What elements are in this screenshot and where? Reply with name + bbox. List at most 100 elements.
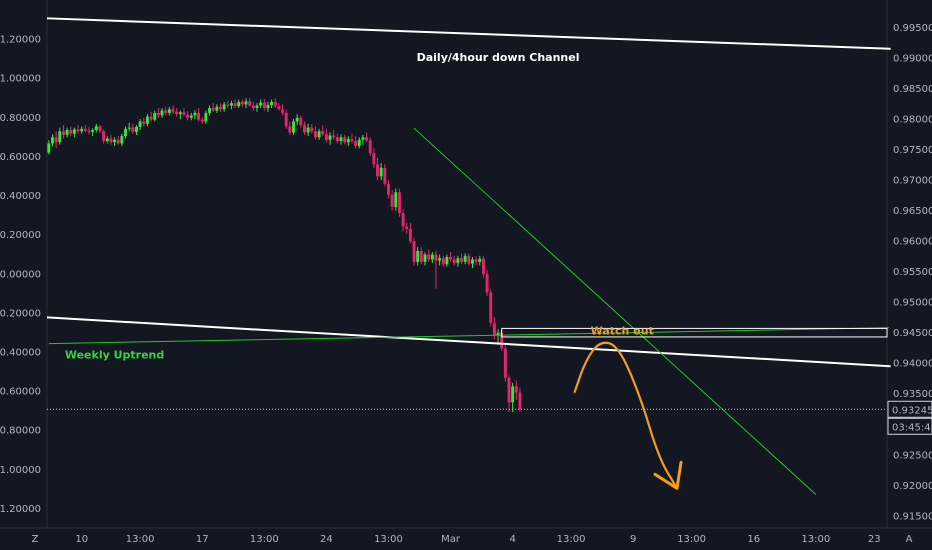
candle-body [514, 386, 518, 393]
candle-body [306, 127, 310, 133]
candle-body [131, 127, 135, 132]
left-tick-label: -1.00000 [0, 465, 41, 476]
candle-body [277, 106, 281, 110]
time-tick-label: 13:00 [374, 534, 403, 545]
right-tick-label: 0.92000 [893, 481, 932, 492]
candle-body [186, 114, 190, 118]
time-tick-label: 24 [320, 534, 333, 545]
auto-scale-button[interactable]: A [906, 534, 913, 545]
candle-body [200, 119, 204, 122]
candle-body [65, 130, 69, 135]
right-tick-label: 0.97500 [893, 145, 932, 156]
left-tick-label: -0.60000 [0, 387, 41, 398]
candle-body [47, 143, 51, 153]
candle-body [135, 126, 138, 132]
candle-body [292, 121, 295, 133]
candle-body [390, 194, 394, 207]
watch-out-box[interactable] [501, 327, 888, 338]
candle-body [219, 106, 222, 110]
candle-body [197, 112, 201, 120]
candle-body [350, 139, 354, 142]
candle-body [251, 105, 255, 109]
forecast-arrow-path[interactable] [573, 341, 679, 490]
candle-body [240, 101, 244, 105]
left-tick-label: 0.60000 [0, 152, 41, 163]
candle-body [226, 104, 230, 106]
channel-line[interactable] [46, 316, 891, 368]
left-axis-mode-button[interactable]: Z [32, 534, 39, 545]
candle-body [376, 164, 379, 177]
right-tick-label: 0.96000 [893, 237, 932, 248]
candle-body [511, 386, 515, 403]
candle-body [405, 226, 409, 229]
annotations[interactable]: Daily/4hour down Channel Weekly Uptrend Wa… [65, 51, 683, 490]
candle-body [328, 135, 332, 140]
drawn-lines[interactable] [46, 17, 891, 495]
candle-body [401, 213, 405, 227]
current-price-tag [887, 400, 932, 418]
right-tick-label: 0.98000 [893, 115, 932, 126]
candle-body [310, 127, 314, 132]
candle-body [379, 167, 383, 177]
candle-body [317, 131, 321, 138]
candle-body [102, 131, 106, 142]
right-tick-label: 0.94000 [893, 359, 932, 370]
candle-body [87, 130, 91, 132]
candle-body [365, 137, 369, 141]
annotation-text[interactable]: Daily/4hour down Channel [417, 51, 580, 64]
right-tick-label: 0.95500 [893, 267, 932, 278]
candle-body [149, 116, 153, 120]
left-tick-label: 0.00000 [0, 269, 41, 280]
candle-body [189, 115, 193, 118]
candle-body [343, 137, 347, 143]
candle-body [255, 105, 259, 109]
candle-body [394, 192, 398, 207]
candle-body [368, 140, 372, 154]
candle-body [284, 112, 288, 127]
candle-body [397, 192, 401, 214]
candle-body [467, 255, 471, 264]
candle-body [91, 130, 95, 132]
candle-body [105, 138, 109, 142]
candle-body [109, 138, 113, 143]
time-tick-label: 17 [196, 534, 209, 545]
forecast-arrow-head[interactable] [653, 460, 683, 490]
channel-line[interactable] [46, 17, 891, 50]
candle-body [412, 241, 416, 262]
candle-body [299, 117, 303, 126]
time-tick-label: 23 [868, 534, 881, 545]
candle-body [419, 250, 423, 262]
left-price-axis[interactable]: 1.20000 1.00000 0.80000 0.60000 0.40000 0.200… [0, 35, 41, 515]
grid [0, 0, 932, 529]
candle-body [438, 258, 442, 261]
left-tick-label: -0.20000 [0, 308, 41, 319]
time-tick-label: 13:00 [801, 534, 830, 545]
left-tick-label: -0.80000 [0, 426, 41, 437]
current-price-label: 0.93245 [892, 405, 932, 416]
annotation-text[interactable]: Weekly Uptrend [65, 348, 164, 361]
left-tick-label: 0.20000 [0, 230, 41, 241]
right-tick-label: 0.99500 [893, 23, 932, 34]
trend-line[interactable] [413, 127, 817, 495]
time-axis[interactable]: 10 13:00 17 13:00 24 13:00 Mar 4 13:00 9 13:00 16 13… [32, 534, 913, 545]
candle-body [160, 110, 164, 116]
time-tick-label: Mar [441, 534, 461, 545]
candle-body [481, 258, 485, 275]
candle-body [339, 137, 343, 142]
candle-body [248, 101, 252, 106]
trend-line[interactable] [48, 327, 889, 345]
candle-body [295, 117, 299, 122]
candle-body [518, 392, 522, 410]
candle-body [120, 136, 124, 144]
right-tick-label: 0.97000 [893, 176, 932, 187]
candle-body [492, 322, 496, 336]
candle-body [116, 139, 120, 144]
annotation-text[interactable]: Watch out [591, 325, 654, 338]
candle-body [153, 112, 157, 120]
candle-body [69, 130, 73, 134]
candle-body [507, 377, 511, 403]
time-tick-label: 13:00 [557, 534, 586, 545]
candle-body [178, 112, 182, 115]
